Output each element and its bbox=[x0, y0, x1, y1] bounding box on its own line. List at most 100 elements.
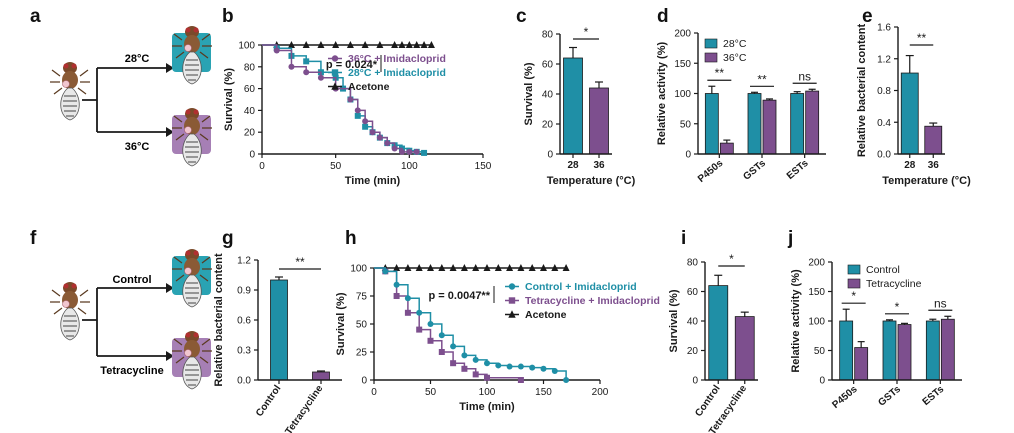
x-tick-label: 28 bbox=[567, 160, 579, 171]
marker-triangle bbox=[391, 41, 399, 48]
marker-circle bbox=[391, 145, 398, 152]
marker-triangle bbox=[494, 264, 502, 271]
chart-b: 0 20 40 60 80 100 Survival (%) 0 50 100 150 Time (m… bbox=[223, 41, 492, 188]
bar bbox=[734, 316, 755, 381]
bar bbox=[270, 279, 288, 381]
marker-square bbox=[421, 149, 428, 156]
legend-label: Tetracycline bbox=[866, 278, 922, 290]
marker-triangle bbox=[376, 41, 384, 48]
bar-tetracycline bbox=[854, 347, 869, 381]
bar bbox=[589, 87, 609, 155]
schematic-f-top-label: Control bbox=[112, 274, 151, 286]
marker-circle bbox=[484, 360, 490, 367]
arrow-heads bbox=[166, 63, 174, 137]
y-tick-label: 0 bbox=[249, 150, 255, 161]
panel-label-j: j bbox=[788, 228, 794, 249]
panel-label-g: g bbox=[222, 228, 234, 249]
marker-triangle bbox=[528, 264, 536, 271]
panel-label-f: f bbox=[30, 228, 37, 249]
y-axis-label: Survival (%) bbox=[523, 62, 535, 125]
panel-label-i: i bbox=[681, 228, 687, 249]
x-tick-label: P450s bbox=[830, 384, 860, 411]
x-tick-label: ESTs bbox=[921, 384, 947, 408]
marker-square bbox=[393, 293, 400, 299]
fly-icon bbox=[49, 281, 91, 341]
bar bbox=[312, 371, 330, 381]
y-tick-label: 100 bbox=[808, 317, 825, 328]
marker-circle bbox=[563, 377, 570, 383]
marker-circle bbox=[369, 129, 376, 136]
marker-circle bbox=[354, 107, 361, 114]
marker-triangle bbox=[427, 41, 435, 48]
marker-square bbox=[404, 309, 411, 316]
y-tick-label: 1.6 bbox=[877, 23, 891, 34]
x-axis-label: Time (min) bbox=[459, 401, 515, 413]
marker-triangle bbox=[302, 41, 310, 48]
marker-triangle bbox=[508, 310, 516, 318]
significance-label: ns bbox=[798, 69, 811, 83]
bar-36-c bbox=[805, 90, 820, 155]
bar-28-c bbox=[704, 93, 719, 155]
chart-g: 0.0 0.3 0.6 0.9 1.2 Relative bacterial conten… bbox=[213, 253, 342, 433]
schematic-f-bottom-label: Tetracycline bbox=[100, 365, 163, 377]
marker-triangle bbox=[287, 41, 295, 48]
x-tick-label: ESTs bbox=[785, 158, 811, 182]
x-tick-label: Control bbox=[254, 383, 284, 419]
significance-label: ** bbox=[295, 255, 305, 269]
marker-triangle bbox=[331, 82, 339, 90]
y-tick-label: 40 bbox=[244, 106, 256, 117]
x-tick-label: GSTs bbox=[741, 158, 768, 183]
marker-circle bbox=[495, 362, 502, 369]
y-tick-label: 100 bbox=[350, 264, 367, 275]
marker-triangle bbox=[506, 264, 514, 271]
marker-circle bbox=[331, 55, 339, 62]
y-tick-label: 0.3 bbox=[237, 346, 251, 357]
y-tick-label: 25 bbox=[356, 348, 368, 359]
y-axis-label: Survival (%) bbox=[335, 292, 347, 355]
y-tick-label: 150 bbox=[674, 59, 691, 70]
marker-square bbox=[331, 69, 339, 76]
y-tick-label: 20 bbox=[244, 128, 256, 139]
marker-circle bbox=[413, 148, 420, 155]
bar-tetracycline bbox=[940, 318, 955, 381]
bar-28-c bbox=[747, 93, 762, 155]
marker-square bbox=[438, 349, 445, 355]
marker-circle bbox=[506, 363, 513, 370]
y-tick-label: 80 bbox=[687, 258, 699, 269]
marker-triangle bbox=[415, 264, 423, 271]
marker-square bbox=[484, 374, 490, 381]
significance-label: * bbox=[895, 300, 900, 314]
bar-tetracycline bbox=[897, 324, 912, 381]
legend-swatch bbox=[847, 264, 861, 275]
x-tick-label: 0 bbox=[259, 161, 265, 172]
y-tick-label: 0 bbox=[547, 150, 553, 161]
y-tick-label: 40 bbox=[687, 317, 699, 328]
marker-circle bbox=[406, 148, 413, 155]
x-tick-label: Tetracycline bbox=[283, 383, 325, 433]
y-tick-label: 0 bbox=[819, 376, 825, 387]
y-axis-label: Survival (%) bbox=[668, 289, 680, 352]
bar-36-c bbox=[762, 99, 777, 155]
marker-triangle bbox=[332, 41, 340, 48]
chart-d: 0 50 100 150 200 Relative activity (%) ** P450s… bbox=[656, 29, 826, 185]
x-tick-label: 150 bbox=[475, 161, 492, 172]
marker-triangle bbox=[449, 264, 457, 271]
y-tick-label: 0.4 bbox=[877, 118, 891, 129]
legend-label: 36°C bbox=[723, 52, 747, 64]
marker-circle bbox=[450, 343, 457, 350]
marker-triangle bbox=[551, 264, 559, 271]
x-tick-label: 28 bbox=[904, 160, 916, 171]
marker-square bbox=[416, 326, 423, 333]
y-tick-label: 60 bbox=[244, 84, 256, 95]
bar-control bbox=[839, 320, 854, 381]
marker-circle bbox=[540, 365, 547, 372]
marker-square bbox=[354, 112, 361, 119]
y-axis-label: Relative bacterial content bbox=[213, 253, 225, 387]
y-tick-label: 50 bbox=[680, 119, 692, 130]
marker-triangle bbox=[517, 264, 525, 271]
bar bbox=[563, 57, 583, 155]
arrow-heads bbox=[166, 283, 174, 361]
chart-j: 0 50 100 150 200 Relative activity (%) * P450s *… bbox=[790, 258, 962, 411]
significance-label: ** bbox=[917, 31, 927, 45]
